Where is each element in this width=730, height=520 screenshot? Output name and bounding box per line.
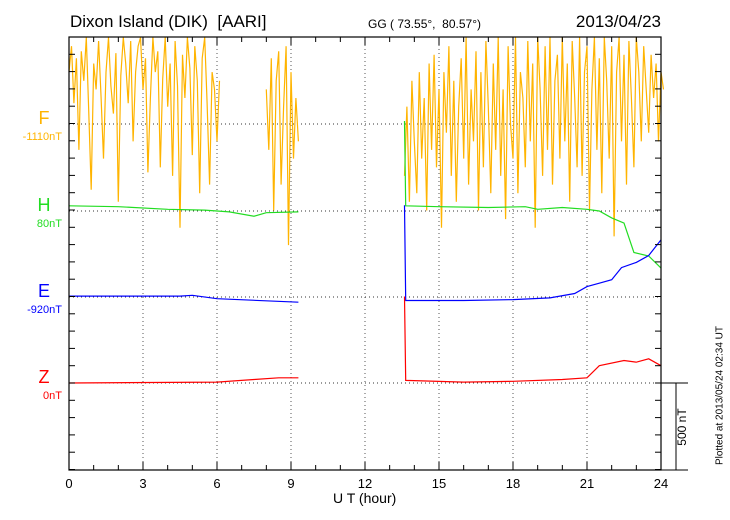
channel-label-e: E xyxy=(38,281,50,301)
series-line-z xyxy=(403,296,662,383)
series-line-e xyxy=(69,294,299,303)
x-tick-label: 15 xyxy=(432,476,446,491)
x-tick-label: 6 xyxy=(213,476,220,491)
channel-offset-e: -920nT xyxy=(27,304,62,316)
channel-label-f: F xyxy=(39,108,50,128)
channel-label-z: Z xyxy=(39,367,50,387)
channel-offset-z: 0nT xyxy=(43,390,62,402)
x-tick-label: 24 xyxy=(654,476,668,491)
x-tick-label: 9 xyxy=(287,476,294,491)
series-line-f xyxy=(68,37,221,228)
series-line-f xyxy=(403,37,665,237)
chart-title: Dixon Island (DIK) [AARI] xyxy=(70,12,267,31)
channel-offset-f: -1110nT xyxy=(23,131,63,143)
station-coordinates: GG ( 73.55°, 80.57°) xyxy=(368,17,481,31)
x-tick-label: 12 xyxy=(358,476,372,491)
chart-date: 2013/04/23 xyxy=(575,12,661,31)
x-tick-label: 0 xyxy=(65,476,72,491)
series-line-h xyxy=(403,120,662,269)
channel-label-h: H xyxy=(38,195,51,215)
x-tick-label: 3 xyxy=(139,476,146,491)
x-tick-label: 18 xyxy=(506,476,520,491)
series-line-z xyxy=(68,377,299,384)
series-line-f xyxy=(265,46,299,246)
x-tick-label: 21 xyxy=(580,476,594,491)
series-line-h xyxy=(68,205,299,217)
channel-offset-h: 80nT xyxy=(37,218,62,230)
series-line-e xyxy=(403,205,662,302)
x-axis-label: U T (hour) xyxy=(333,490,397,506)
